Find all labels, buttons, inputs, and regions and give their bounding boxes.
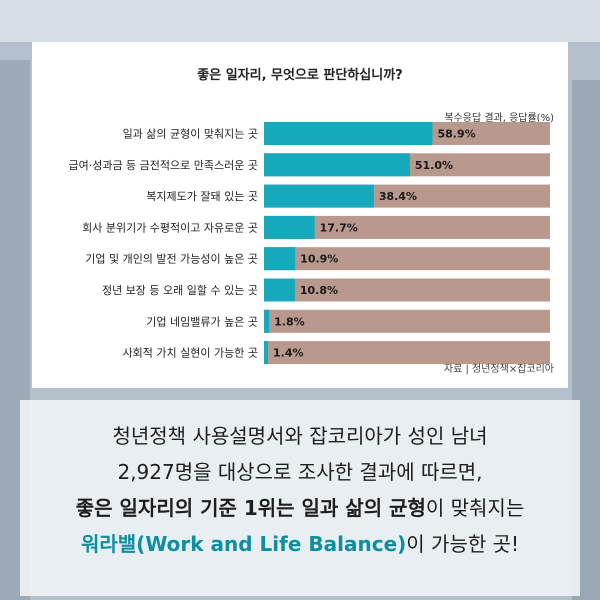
bar: [264, 309, 270, 333]
caption-line-4-rest: 이 가능한 곳!: [406, 532, 520, 556]
bar-track: [264, 309, 550, 333]
value-label: 17.7%: [320, 221, 358, 234]
response-note: 복수응답 결과, 응답률(%): [444, 113, 554, 124]
bar-track: [264, 215, 550, 239]
category-label: 급여·성과금 등 금전적으로 만족스러운 곳: [68, 159, 258, 172]
value-label: 58.9%: [437, 128, 475, 141]
value-label: 38.4%: [379, 190, 417, 203]
category-label: 기업 및 개인의 발전 가능성이 높은 곳: [85, 253, 258, 266]
bar-chart: 일과 삶의 균형이 맞춰지는 곳 58.9% 급여·성과금 등 금전적으로 만족스러…: [68, 122, 550, 365]
caption-line-4: 워라밸(Work and Life Balance)이 가능한 곳!: [20, 528, 580, 557]
bar: [264, 247, 296, 271]
bar-track: [264, 341, 550, 365]
value-label: 51.0%: [415, 159, 453, 172]
category-label: 사회적 가치 실현이 가능한 곳: [123, 347, 258, 360]
value-label: 10.9%: [300, 253, 338, 266]
category-label: 기업 네임밸류가 높은 곳: [146, 315, 258, 328]
bar: [264, 184, 374, 208]
chart-title: 좋은 일자리, 무엇으로 판단하십니까?: [197, 68, 403, 83]
caption-line-1: 청년정책 사용설명서와 잡코리아가 성인 남녀: [112, 424, 488, 448]
category-label: 일과 삶의 균형이 맞춰지는 곳: [123, 127, 258, 141]
chart-panel: 좋은 일자리, 무엇으로 판단하십니까? 복수응답 결과, 응답률(%) 일과 …: [32, 42, 568, 388]
value-label: 1.4%: [273, 347, 304, 360]
bar: [264, 278, 295, 302]
bar: [264, 341, 269, 365]
caption-highlight-worklife: 워라밸(Work and Life Balance): [80, 532, 407, 556]
caption-box: 청년정책 사용설명서와 잡코리아가 성인 남녀 2,927명을 대상으로 조사한…: [20, 400, 580, 596]
bar: [264, 215, 315, 239]
caption-line-2: 2,927명을 대상으로 조사한 결과에 따르면,: [117, 460, 483, 484]
source-label: 자료 | 청년정책×잡코리아: [443, 364, 554, 375]
caption-line-3-rest: 이 맞춰지는: [425, 496, 525, 520]
bar: [264, 153, 410, 177]
caption-line-3: 좋은 일자리의 기준 1위는 일과 삶의 균형이 맞춰지는: [20, 492, 580, 521]
category-label: 정년 보장 등 오래 일할 수 있는 곳: [102, 283, 258, 297]
bar-track: [264, 247, 550, 271]
bar: [264, 122, 433, 145]
category-label: 회사 분위기가 수평적이고 자유로운 곳: [82, 221, 258, 234]
category-label: 복지제도가 잘돼 있는 곳: [146, 190, 258, 203]
value-label: 1.8%: [274, 315, 305, 328]
value-label: 10.8%: [300, 284, 338, 297]
bar-track: [264, 278, 550, 302]
caption-highlight-criterion: 좋은 일자리의 기준 1위는 일과 삶의 균형: [75, 496, 426, 520]
